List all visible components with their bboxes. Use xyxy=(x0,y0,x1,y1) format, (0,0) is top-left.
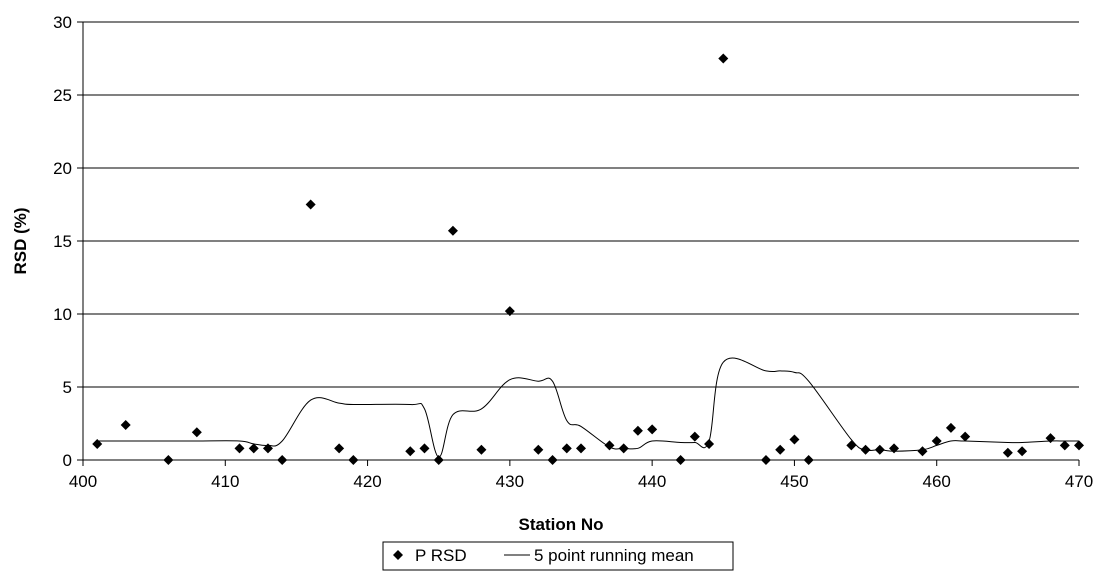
p-rsd-point xyxy=(262,443,273,454)
p-rsd-point xyxy=(874,444,885,455)
p-rsd-point xyxy=(1002,447,1013,458)
p-rsd-series xyxy=(92,53,1084,465)
legend-diamond-marker xyxy=(393,550,403,560)
y-tick-label: 5 xyxy=(63,378,72,397)
p-rsd-point xyxy=(689,431,700,442)
y-tick-label: 25 xyxy=(53,86,72,105)
p-rsd-point xyxy=(561,443,572,454)
p-rsd-point xyxy=(604,440,615,451)
p-rsd-point xyxy=(632,425,643,436)
legend-label-running-mean: 5 point running mean xyxy=(534,546,694,565)
x-tick-label: 410 xyxy=(211,472,239,491)
p-rsd-point xyxy=(163,455,174,465)
p-rsd-point xyxy=(889,443,900,454)
p-rsd-point xyxy=(476,444,487,455)
y-axis-title: RSD (%) xyxy=(11,207,30,274)
legend-box xyxy=(382,541,734,571)
p-rsd-point xyxy=(92,438,103,449)
p-rsd-point xyxy=(191,427,202,438)
y-tick-label: 20 xyxy=(53,159,72,178)
x-tick-label: 470 xyxy=(1065,472,1093,491)
running-mean-series xyxy=(97,357,1079,458)
p-rsd-point xyxy=(1045,433,1056,444)
p-rsd-point xyxy=(405,446,416,457)
p-rsd-point xyxy=(846,440,857,451)
p-rsd-point xyxy=(960,431,971,442)
y-tick-label: 0 xyxy=(63,451,72,470)
running-mean-line xyxy=(97,357,1079,458)
x-tick-label: 420 xyxy=(353,472,381,491)
x-tick-label: 400 xyxy=(69,472,97,491)
p-rsd-point xyxy=(675,455,686,465)
y-tick-label: 30 xyxy=(53,13,72,32)
axes xyxy=(77,21,1080,466)
p-rsd-point xyxy=(917,446,928,457)
p-rsd-point xyxy=(504,306,515,317)
p-rsd-point xyxy=(120,419,131,430)
p-rsd-point xyxy=(447,225,458,236)
p-rsd-point xyxy=(860,444,871,455)
x-axis-title: Station No xyxy=(519,515,604,534)
legend: P RSD 5 point running mean xyxy=(382,541,734,571)
p-rsd-point xyxy=(760,455,771,465)
y-tick-label: 10 xyxy=(53,305,72,324)
p-rsd-point xyxy=(334,443,345,454)
y-tick-labels: 0 5 10 15 20 25 30 xyxy=(53,13,72,470)
p-rsd-point xyxy=(1017,446,1028,457)
p-rsd-point xyxy=(647,424,658,435)
p-rsd-point xyxy=(576,443,586,454)
x-tick-labels: 400 410 420 430 440 450 460 470 xyxy=(69,472,1093,491)
p-rsd-point xyxy=(1074,440,1084,451)
p-rsd-point xyxy=(234,443,245,454)
x-tick-label: 440 xyxy=(638,472,666,491)
p-rsd-point xyxy=(547,455,558,465)
x-tick-label: 450 xyxy=(780,472,808,491)
p-rsd-point xyxy=(305,199,316,210)
p-rsd-point xyxy=(348,455,359,465)
p-rsd-point xyxy=(945,422,956,433)
p-rsd-point xyxy=(718,53,729,64)
p-rsd-point xyxy=(704,438,715,449)
x-tick-label: 430 xyxy=(496,472,524,491)
p-rsd-point xyxy=(248,443,259,454)
gridlines xyxy=(83,21,1079,388)
y-tick-label: 15 xyxy=(53,232,72,251)
legend-label-p-rsd: P RSD xyxy=(415,546,467,565)
p-rsd-point xyxy=(789,434,800,445)
p-rsd-point xyxy=(533,444,544,455)
x-tick-label: 460 xyxy=(923,472,951,491)
p-rsd-point xyxy=(803,455,814,465)
p-rsd-point xyxy=(931,436,942,447)
p-rsd-point xyxy=(1059,440,1070,451)
p-rsd-point xyxy=(618,443,629,454)
p-rsd-point xyxy=(775,444,786,455)
p-rsd-point xyxy=(419,443,430,454)
p-rsd-point xyxy=(433,455,444,465)
p-rsd-point xyxy=(277,455,288,465)
